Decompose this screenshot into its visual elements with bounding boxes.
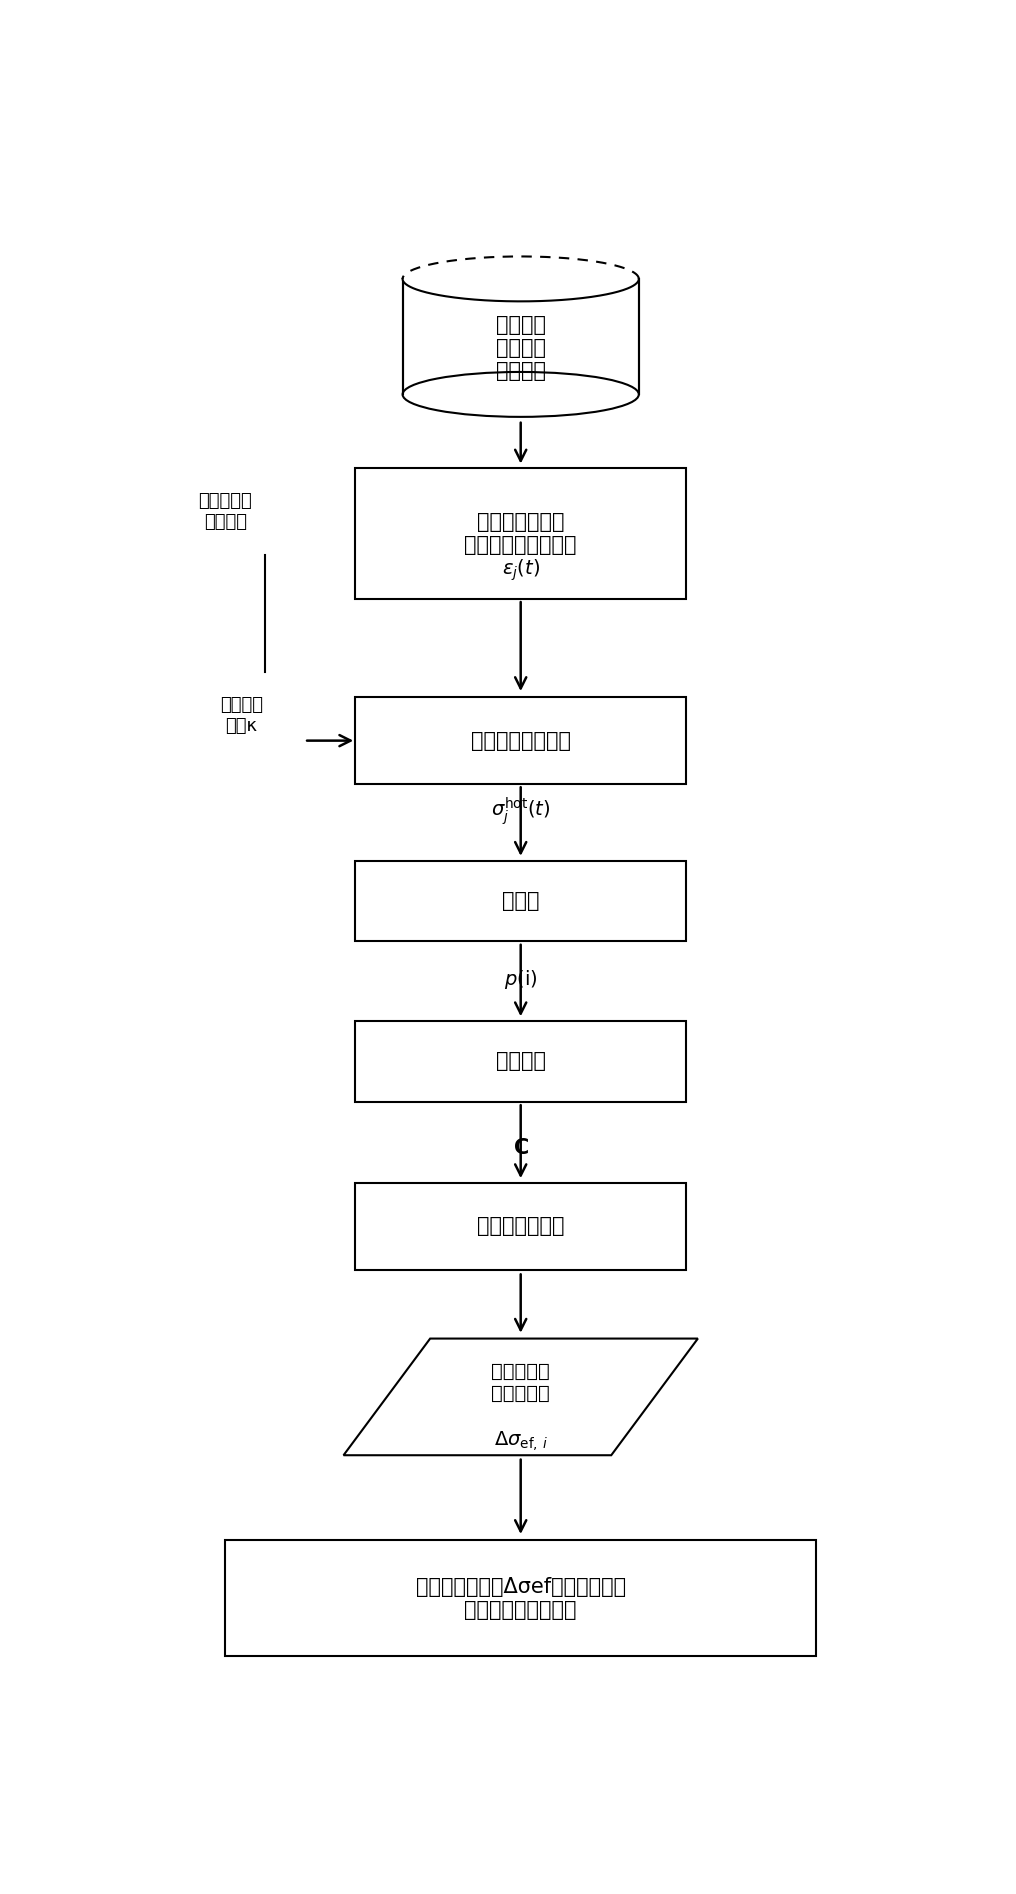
Text: $p(\mathrm{i})$: $p(\mathrm{i})$	[504, 968, 537, 991]
Bar	[226, 1540, 816, 1657]
Bar	[356, 697, 686, 784]
Text: 遍历所有构件，
选取各自的样本应变: 遍历所有构件， 选取各自的样本应变	[464, 511, 577, 555]
Polygon shape	[343, 1339, 698, 1455]
Bar	[356, 862, 686, 941]
Text: 雨流计数: 雨流计数	[496, 1051, 546, 1072]
Text: 预处理: 预处理	[502, 890, 539, 911]
Text: $\Delta\sigma_{\mathrm{ef},\,i}$: $\Delta\sigma_{\mathrm{ef},\,i}$	[494, 1428, 548, 1453]
Text: 应力集中
系数κ: 应力集中 系数κ	[219, 697, 263, 735]
Text: $\sigma_j^{\mathrm{hot}}(t)$: $\sigma_j^{\mathrm{hot}}(t)$	[491, 795, 551, 826]
Bar	[356, 1182, 686, 1271]
Text: 计算有效应力幅: 计算有效应力幅	[477, 1216, 565, 1237]
Bar	[402, 278, 639, 394]
Text: 计算热点应力时程: 计算热点应力时程	[470, 731, 571, 750]
Text: 比较不同位置的Δσef，将数值较大
的列为关键疲劳构件: 比较不同位置的Δσef，将数值较大 的列为关键疲劳构件	[416, 1576, 626, 1619]
Text: $\mathbf{C}$: $\mathbf{C}$	[513, 1138, 528, 1157]
Text: $\varepsilon_j(t)$: $\varepsilon_j(t)$	[502, 557, 539, 583]
Ellipse shape	[402, 371, 639, 417]
Text: 监测系统
采集的应
变数据库: 监测系统 采集的应 变数据库	[496, 314, 546, 381]
Ellipse shape	[402, 256, 639, 301]
Bar	[356, 1021, 686, 1102]
Text: 所有构件的
有效应力幅: 所有构件的 有效应力幅	[492, 1362, 550, 1403]
Bar	[356, 468, 686, 599]
Text: 构件的热点
应力分析: 构件的热点 应力分析	[198, 492, 252, 530]
